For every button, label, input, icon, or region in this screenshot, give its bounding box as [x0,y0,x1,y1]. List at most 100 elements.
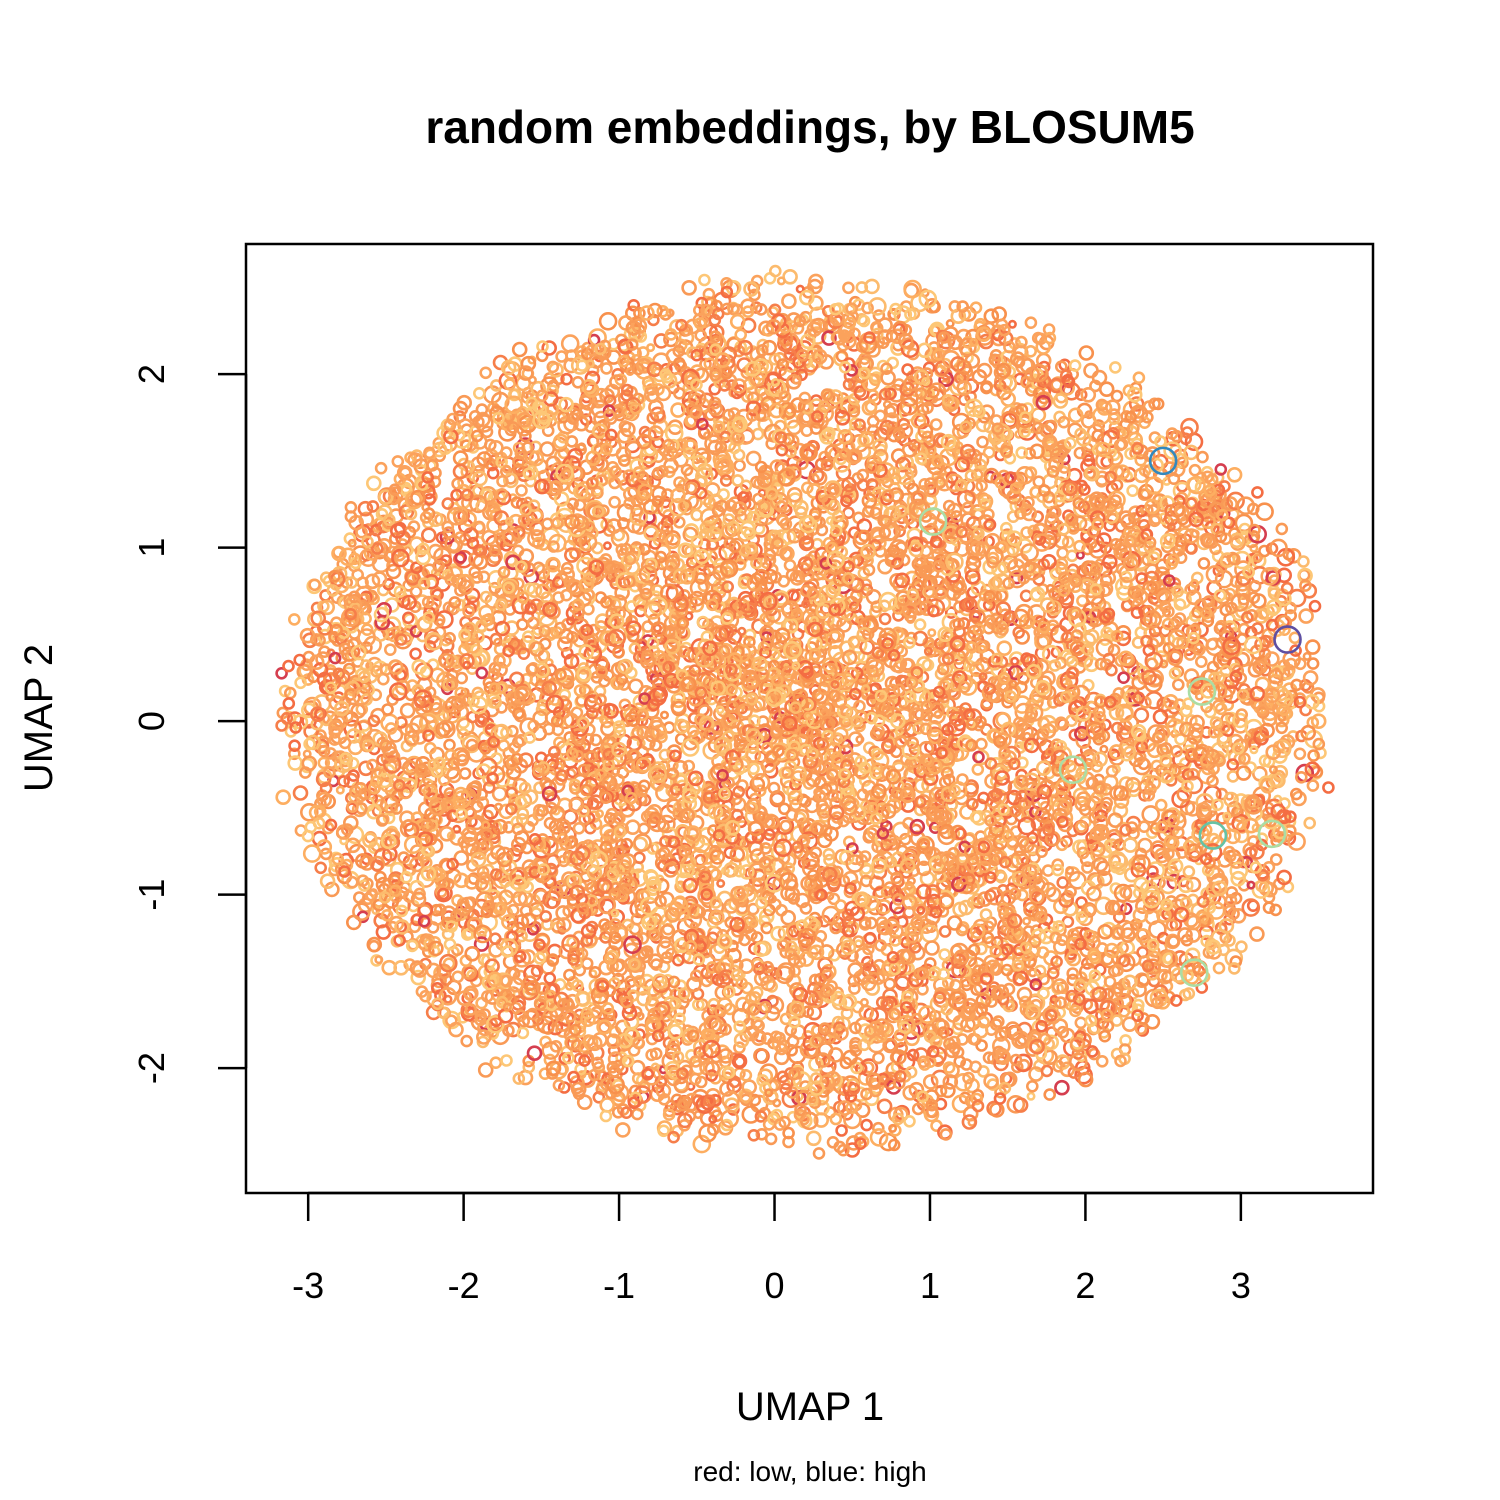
data-point [1163,865,1180,882]
data-point [915,794,932,810]
data-point [477,1062,494,1078]
data-point [1217,679,1236,698]
data-point [884,387,897,401]
data-point [1128,396,1145,412]
data-point [773,351,787,365]
data-point [563,767,577,781]
data-point [1110,478,1124,492]
data-point [1068,870,1087,890]
data-point [600,362,613,375]
data-point [1235,940,1248,954]
data-point [292,785,309,801]
data-point [578,683,592,697]
data-point [443,937,457,951]
data-point [759,1063,778,1082]
data-point [1185,876,1202,893]
data-point [844,1142,861,1158]
data-point [1110,1014,1124,1027]
data-point [1037,987,1050,1000]
data-point [795,284,805,294]
data-point [745,450,762,467]
data-point [842,281,855,295]
data-point [410,969,427,986]
data-point [842,835,856,849]
data-point [708,546,728,566]
data-point [646,343,656,353]
data-point [1125,737,1135,747]
data-point [1132,371,1146,385]
data-point [400,632,414,645]
data-point [922,451,942,471]
data-point [1107,812,1124,829]
data-point [324,881,340,898]
data-point [391,455,405,468]
data-point [1182,865,1196,878]
data-point [765,980,779,993]
data-point [865,656,879,670]
data-point [602,541,612,551]
data-point [919,600,935,617]
data-point [991,1036,1011,1056]
data-point [1019,589,1033,603]
data-point [872,438,888,455]
data-point [1072,787,1089,804]
data-point [1182,697,1195,711]
data-point [474,707,491,724]
data-point [508,938,522,951]
data-point [1275,522,1289,536]
data-point [1304,639,1321,655]
data-point [592,1091,606,1104]
data-point [1016,1021,1033,1038]
data-point [929,418,943,431]
data-point [792,570,806,583]
data-point [374,955,384,965]
data-point [585,920,599,934]
data-point [1284,810,1297,824]
data-point [1002,982,1016,996]
data-point [1119,902,1133,916]
data-point [472,386,486,400]
data-point [539,441,556,457]
data-point [944,606,958,619]
data-point [454,551,468,564]
data-point [1249,926,1265,942]
data-point [1100,626,1113,640]
data-point [556,636,573,652]
data-point [275,666,288,680]
data-point [771,1036,788,1052]
data-point [318,645,331,659]
data-point [1092,856,1109,873]
data-point [973,749,990,766]
data-point [614,1122,631,1138]
data-point [1118,564,1138,583]
data-point [1024,466,1038,479]
data-point [1125,821,1139,834]
data-point [715,705,725,715]
data-point [605,597,622,614]
chart-title: random embeddings, by BLOSUM5 [425,101,1194,153]
data-point [1306,657,1320,670]
data-point [1302,651,1312,661]
data-point [488,581,502,595]
data-point [1083,362,1099,379]
data-point [1074,388,1088,402]
data-point [762,568,778,585]
data-point [1173,612,1187,625]
data-point [1054,1079,1070,1096]
data-point [543,1053,557,1067]
data-point [777,925,794,941]
data-point [823,853,836,867]
data-point [282,659,295,673]
data-point [1023,447,1036,460]
data-point [1133,707,1150,723]
data-point [409,585,423,598]
data-point [552,591,565,604]
data-point [1262,860,1276,874]
data-point [869,605,882,619]
data-point [974,942,988,956]
data-point [560,561,574,575]
data-point [394,776,411,793]
data-point [1117,671,1130,685]
data-point [1056,876,1069,889]
data-point [1042,323,1056,336]
